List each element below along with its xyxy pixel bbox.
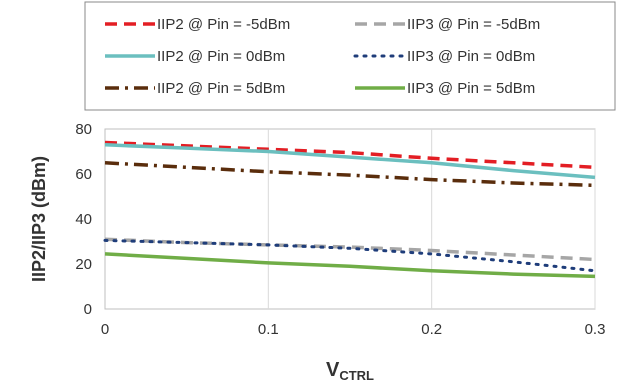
plot-area: 0 20 40 60 80 0 0.1 0.2 0.3	[75, 121, 605, 338]
series-layer	[103, 140, 597, 279]
y-tick-label: 60	[75, 166, 92, 183]
series-line	[104, 161, 596, 188]
x-tick-label: 0	[101, 321, 109, 338]
x-tick-label: 0.1	[258, 321, 279, 338]
legend-label: IIP3 @ Pin = 0dBm	[407, 48, 535, 65]
legend-label: IIP3 @ Pin = -5dBm	[407, 16, 540, 33]
x-axis-title-subscript: CTRL	[339, 368, 374, 383]
x-tick-label: 0.2	[421, 321, 442, 338]
series-line	[104, 143, 596, 180]
legend-label: IIP2 @ Pin = 5dBm	[157, 80, 285, 97]
legend-label: IIP2 @ Pin = 0dBm	[157, 48, 285, 65]
legend-frame	[84, 1, 616, 111]
y-tick-label: 0	[84, 301, 92, 318]
y-tick-label: 80	[75, 121, 92, 138]
x-axis-title: VCTRL	[326, 359, 374, 383]
y-axis-ticks: 0 20 40 60 80	[75, 121, 92, 318]
x-axis-title-main: V	[326, 359, 340, 381]
x-tick-label: 0.3	[585, 321, 606, 338]
legend-label: IIP2 @ Pin = -5dBm	[157, 16, 290, 33]
series-line	[104, 252, 596, 279]
legend: IIP2 @ Pin = -5dBm IIP3 @ Pin = -5dBm IIP2…	[84, 1, 616, 111]
y-tick-label: 40	[75, 211, 92, 228]
x-axis-ticks: 0 0.1 0.2 0.3	[101, 321, 606, 338]
y-axis-title: IIP2/IIP3 (dBm)	[29, 156, 49, 282]
legend-label: IIP3 @ Pin = 5dBm	[407, 80, 535, 97]
series-line	[103, 238, 597, 273]
y-tick-label: 20	[75, 256, 92, 273]
series-line	[104, 140, 596, 170]
plot-frame	[104, 128, 596, 310]
